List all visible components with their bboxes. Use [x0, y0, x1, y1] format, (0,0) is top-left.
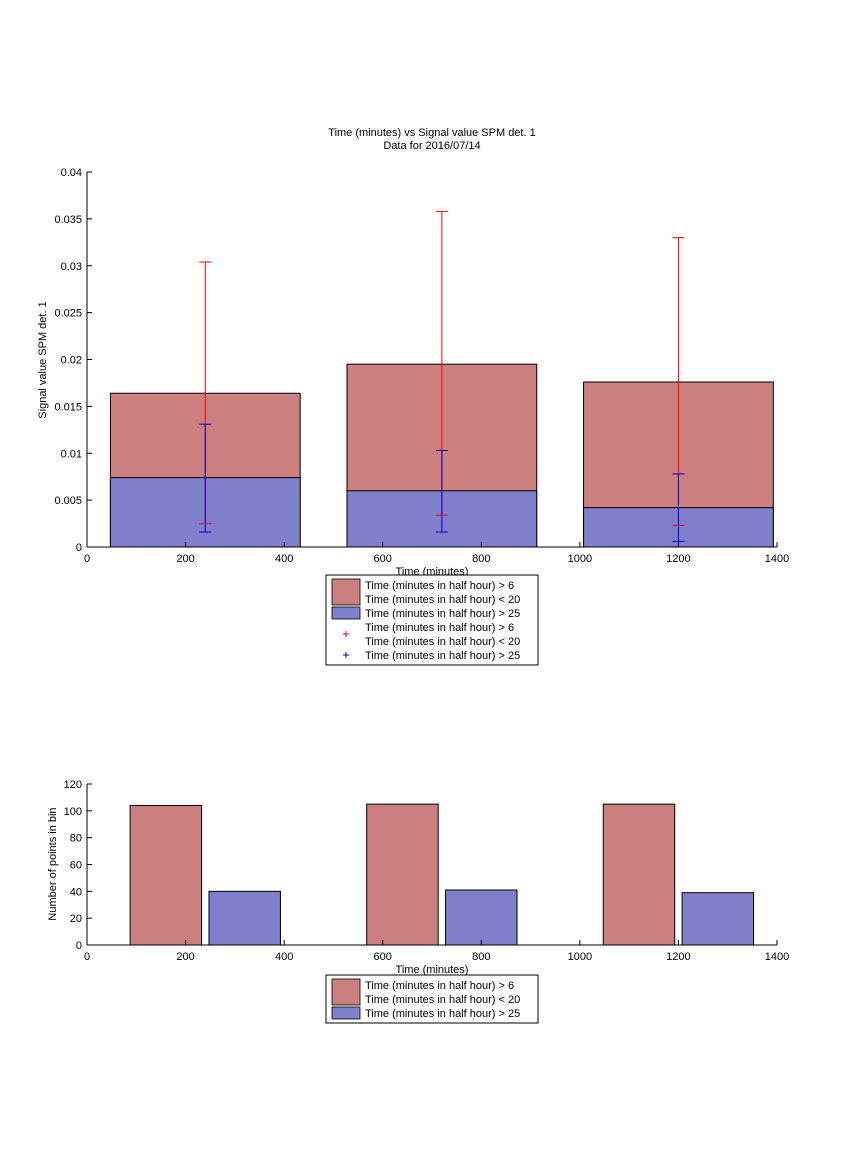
x-tick-label: 1000 — [568, 553, 592, 565]
legend-label: Time (minutes in half hour) > 25 — [365, 650, 520, 662]
legend-swatch — [331, 978, 361, 1006]
y-tick-label: 60 — [70, 860, 82, 872]
legend-label: Time (minutes in half hour) > 6 — [365, 980, 514, 992]
y-tick-label: 0.015 — [54, 401, 82, 413]
legend-label: Time (minutes in half hour) > 6 — [365, 580, 514, 592]
legend: Time (minutes in half hour) > 6 Time (min… — [325, 574, 539, 666]
x-tick-label: 0 — [84, 553, 90, 565]
signal-chart: Time (minutes) vs Signal value SPM det. … — [37, 127, 789, 666]
y-tick-label: 0 — [76, 542, 82, 554]
legend-label: Time (minutes in half hour) > 6 — [365, 622, 514, 634]
y-tick-label: 100 — [64, 806, 82, 818]
x-tick-label: 1200 — [666, 951, 690, 963]
legend-swatch — [331, 606, 361, 620]
y-tick-label: 0 — [76, 940, 82, 952]
y-tick-label: 80 — [70, 833, 82, 845]
errorbar-layer — [199, 210, 685, 542]
legend-label: Time (minutes in half hour) > 25 — [365, 608, 520, 620]
bar-layer — [129, 803, 755, 946]
y-tick-label: 120 — [64, 779, 82, 791]
legend: Time (minutes in half hour) > 6 Time (min… — [325, 974, 539, 1024]
chart-subtitle: Data for 2016/07/14 — [383, 140, 480, 152]
legend-label: Time (minutes in half hour) > 25 — [365, 1008, 520, 1020]
x-tick-label: 1400 — [765, 951, 789, 963]
legend-box — [325, 974, 539, 1024]
legend-label: Time (minutes in half hour) < 20 — [365, 594, 520, 606]
y-tick-label: 0.04 — [61, 167, 82, 179]
x-axis-label: Time (minutes) — [396, 964, 469, 976]
legend-swatch — [331, 1006, 361, 1020]
count-chart: 0 200 400 600 800 1000 1200 1400 0 20 40 60 80 100 120… — [47, 779, 790, 1024]
axes: 0 200 400 600 800 1000 1200 1400 0 20 40 60 80 100 120 — [64, 779, 790, 963]
x-tick-label: 800 — [472, 553, 490, 565]
chart-title: Time (minutes) vs Signal value SPM det. … — [328, 127, 535, 139]
x-tick-label: 600 — [374, 951, 392, 963]
bar — [129, 804, 203, 946]
y-tick-label: 0.01 — [61, 448, 82, 460]
x-tick-label: 400 — [275, 553, 293, 565]
y-axis-label: Signal value SPM det. 1 — [37, 301, 49, 418]
bar — [681, 892, 755, 946]
y-axis-label: Number of points in bin — [47, 807, 59, 920]
bar — [366, 803, 439, 946]
y-tick-label: 40 — [70, 886, 82, 898]
legend-label: Time (minutes in half hour) < 20 — [365, 636, 520, 648]
x-tick-label: 200 — [176, 553, 194, 565]
bar — [208, 890, 281, 946]
x-tick-label: 200 — [176, 951, 194, 963]
y-tick-label: 20 — [70, 913, 82, 925]
x-tick-label: 0 — [84, 951, 90, 963]
axes: 0 200 400 600 800 1000 1200 1400 0 0.005 0.01 0.015… — [54, 167, 789, 565]
legend-label: Time (minutes in half hour) < 20 — [365, 994, 520, 1006]
y-tick-label: 0.025 — [54, 308, 82, 320]
legend-swatch — [331, 578, 361, 606]
y-tick-label: 0.005 — [54, 495, 82, 507]
x-tick-label: 1200 — [666, 553, 690, 565]
bar — [445, 889, 518, 946]
legend-box — [325, 574, 539, 666]
y-tick-label: 0.02 — [61, 355, 82, 367]
x-tick-label: 600 — [374, 553, 392, 565]
x-tick-label: 1000 — [568, 951, 592, 963]
y-tick-label: 0.035 — [54, 214, 82, 226]
y-tick-label: 0.03 — [61, 261, 82, 273]
x-tick-label: 400 — [275, 951, 293, 963]
x-tick-label: 800 — [472, 951, 490, 963]
bar — [602, 803, 676, 946]
x-tick-label: 1400 — [765, 553, 789, 565]
